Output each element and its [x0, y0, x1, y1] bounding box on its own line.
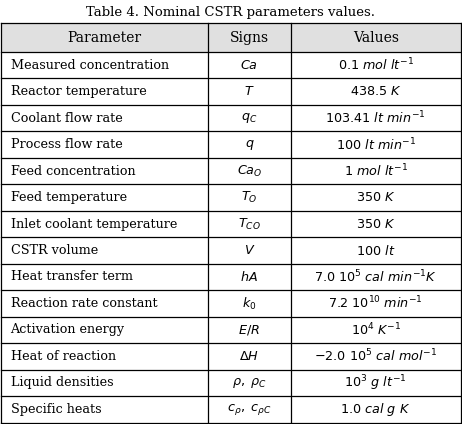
Text: $7.0\ 10^5\ cal\ min^{-1}K$: $7.0\ 10^5\ cal\ min^{-1}K$ — [314, 269, 437, 285]
Text: Heat of reaction: Heat of reaction — [11, 350, 116, 363]
Text: $q_C$: $q_C$ — [241, 111, 257, 125]
Text: $V$: $V$ — [243, 244, 255, 257]
Text: $T$: $T$ — [244, 85, 255, 98]
Text: Coolant flow rate: Coolant flow rate — [11, 112, 122, 125]
FancyBboxPatch shape — [1, 131, 461, 158]
Text: Signs: Signs — [230, 31, 269, 45]
Text: Specific heats: Specific heats — [11, 403, 101, 416]
Text: $c_{\rho},\ c_{\rho C}$: $c_{\rho},\ c_{\rho C}$ — [227, 402, 272, 417]
Text: $438.5\ K$: $438.5\ K$ — [350, 85, 401, 98]
Text: $\rho,\ \rho_C$: $\rho,\ \rho_C$ — [232, 376, 267, 390]
Text: Feed temperature: Feed temperature — [11, 191, 127, 204]
Text: $350\ K$: $350\ K$ — [356, 191, 395, 204]
Text: Feed concentration: Feed concentration — [11, 165, 135, 178]
Text: $T_O$: $T_O$ — [241, 190, 258, 205]
Text: $E/R$: $E/R$ — [238, 323, 260, 337]
Text: $Ca$: $Ca$ — [240, 59, 258, 72]
Text: Parameter: Parameter — [67, 31, 142, 45]
Text: $Ca_O$: $Ca_O$ — [237, 164, 262, 179]
FancyBboxPatch shape — [1, 396, 461, 423]
Text: Liquid densities: Liquid densities — [11, 377, 113, 389]
Text: $103.41\ lt\ min^{-1}$: $103.41\ lt\ min^{-1}$ — [325, 110, 426, 126]
Text: $-2.0\ 10^5\ cal\ mol^{-1}$: $-2.0\ 10^5\ cal\ mol^{-1}$ — [314, 348, 438, 365]
Text: Process flow rate: Process flow rate — [11, 138, 122, 151]
Text: CSTR volume: CSTR volume — [11, 244, 98, 257]
Text: Heat transfer term: Heat transfer term — [11, 271, 133, 284]
Text: $7.2\ 10^{10}\ min^{-1}$: $7.2\ 10^{10}\ min^{-1}$ — [328, 295, 423, 312]
FancyBboxPatch shape — [1, 211, 461, 237]
Text: Activation energy: Activation energy — [11, 324, 125, 336]
Text: $k_0$: $k_0$ — [242, 296, 256, 312]
Text: $hA$: $hA$ — [240, 270, 258, 284]
Text: $10^4\ K^{-1}$: $10^4\ K^{-1}$ — [351, 322, 401, 338]
Text: $350\ K$: $350\ K$ — [356, 218, 395, 231]
Text: Table 4. Nominal CSTR parameters values.: Table 4. Nominal CSTR parameters values. — [86, 6, 376, 19]
Text: Inlet coolant temperature: Inlet coolant temperature — [11, 218, 177, 231]
Text: $10^3\ g\ lt^{-1}$: $10^3\ g\ lt^{-1}$ — [344, 373, 407, 393]
FancyBboxPatch shape — [1, 290, 461, 317]
FancyBboxPatch shape — [1, 317, 461, 343]
FancyBboxPatch shape — [1, 158, 461, 184]
Text: $0.1\ mol\ lt^{-1}$: $0.1\ mol\ lt^{-1}$ — [338, 57, 413, 73]
Text: Values: Values — [353, 31, 399, 45]
Text: $1\ mol\ lt^{-1}$: $1\ mol\ lt^{-1}$ — [344, 163, 407, 179]
Text: $T_{CO}$: $T_{CO}$ — [238, 217, 261, 232]
FancyBboxPatch shape — [1, 52, 461, 78]
FancyBboxPatch shape — [1, 78, 461, 105]
Text: Reaction rate constant: Reaction rate constant — [11, 297, 157, 310]
FancyBboxPatch shape — [1, 184, 461, 211]
FancyBboxPatch shape — [1, 264, 461, 290]
Text: $q$: $q$ — [244, 138, 254, 152]
Text: $100\ lt$: $100\ lt$ — [356, 243, 395, 257]
Text: $1.0\ cal\ g\ K$: $1.0\ cal\ g\ K$ — [340, 401, 411, 418]
Text: Reactor temperature: Reactor temperature — [11, 85, 146, 98]
FancyBboxPatch shape — [1, 105, 461, 131]
Text: $100\ lt\ min^{-1}$: $100\ lt\ min^{-1}$ — [335, 136, 416, 153]
FancyBboxPatch shape — [1, 370, 461, 396]
FancyBboxPatch shape — [1, 237, 461, 264]
Text: Measured concentration: Measured concentration — [11, 59, 169, 72]
FancyBboxPatch shape — [1, 23, 461, 52]
Text: $\Delta H$: $\Delta H$ — [239, 350, 259, 363]
FancyBboxPatch shape — [1, 343, 461, 370]
